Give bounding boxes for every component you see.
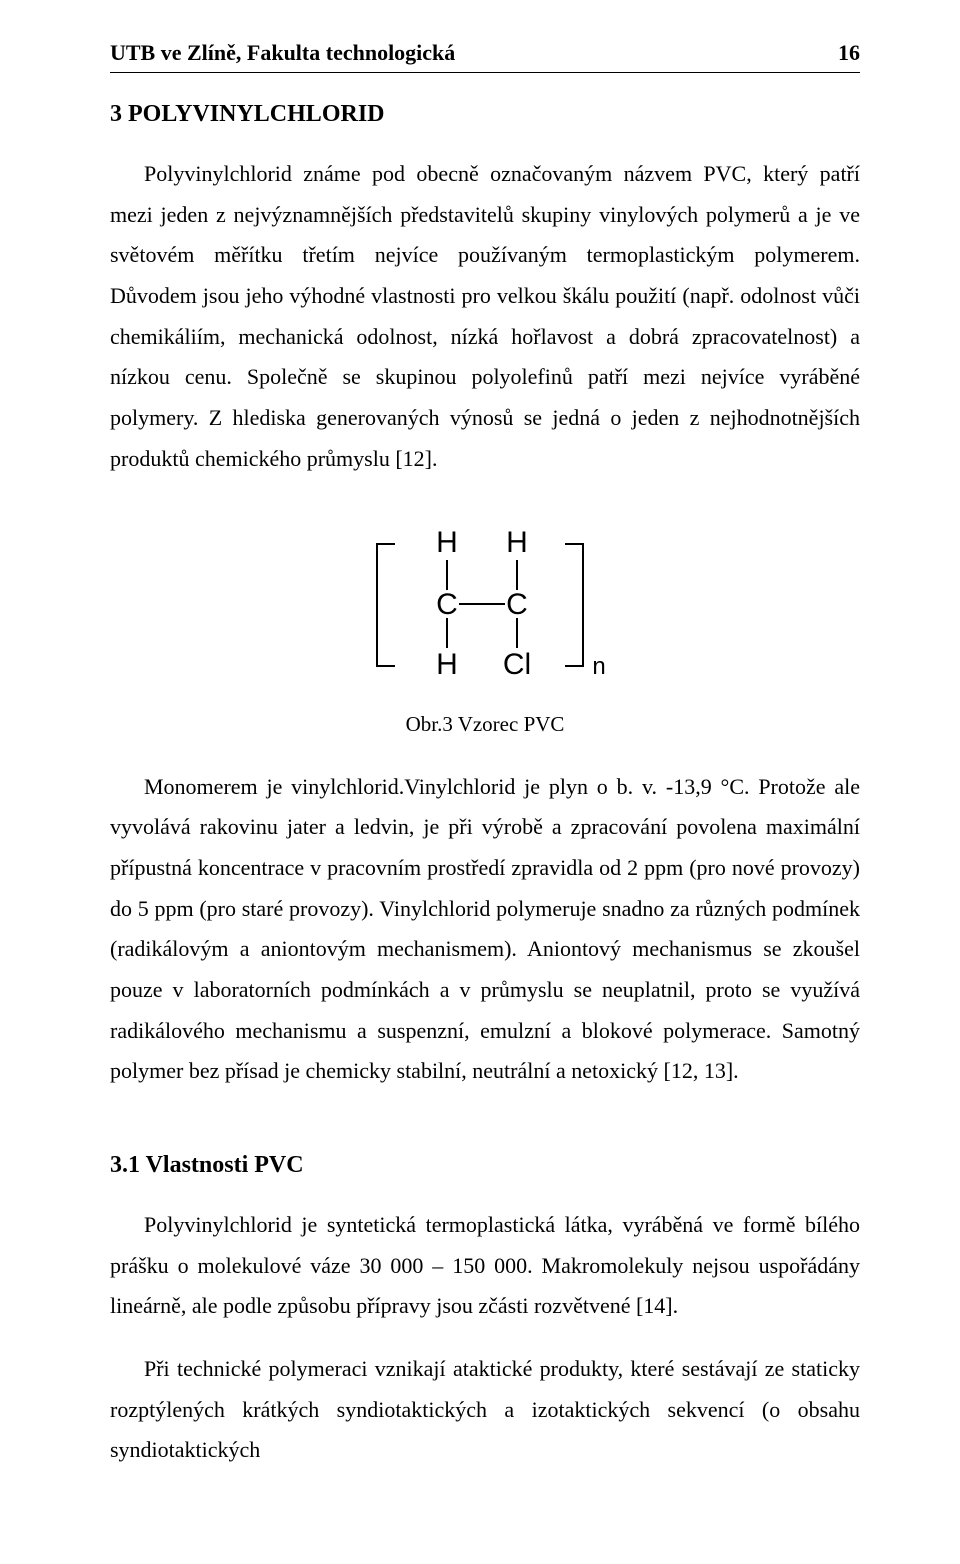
atom-c-right: C	[506, 588, 528, 621]
section-3-para-1: Polyvinylchlorid známe pod obecně označo…	[110, 154, 860, 480]
atom-h-top-left: H	[436, 526, 458, 559]
atom-h-top-right: H	[506, 526, 528, 559]
section-3-1-para-2: Při technické polymeraci vznikají atakti…	[110, 1349, 860, 1471]
section-3-1-title: 3.1 Vlastnosti PVC	[110, 1152, 860, 1179]
page-number: 16	[838, 40, 860, 66]
header-left: UTB ve Zlíně, Fakulta technologická	[110, 40, 455, 66]
page: UTB ve Zlíně, Fakulta technologická 16 3…	[0, 0, 960, 1533]
figure-3: H H C C H Cl n Obr.3 Vzorec PVC	[110, 504, 860, 737]
figure-3-caption: Obr.3 Vzorec PVC	[406, 712, 565, 737]
header-rule	[110, 72, 860, 73]
repeat-subscript-n: n	[592, 653, 605, 680]
atom-c-left: C	[436, 588, 458, 621]
section-3-1-para-1: Polyvinylchlorid je syntetická termoplas…	[110, 1205, 860, 1327]
atom-cl-bot-right: Cl	[503, 648, 531, 681]
section-3-title: 3 POLYVINYLCHLORID	[110, 101, 860, 128]
atom-h-bot-left: H	[436, 648, 458, 681]
running-header: UTB ve Zlíně, Fakulta technologická 16	[110, 40, 860, 66]
section-3-para-2: Monomerem je vinylchlorid.Vinylchlorid j…	[110, 767, 860, 1093]
pvc-structure-svg: H H C C H Cl n	[355, 504, 615, 694]
